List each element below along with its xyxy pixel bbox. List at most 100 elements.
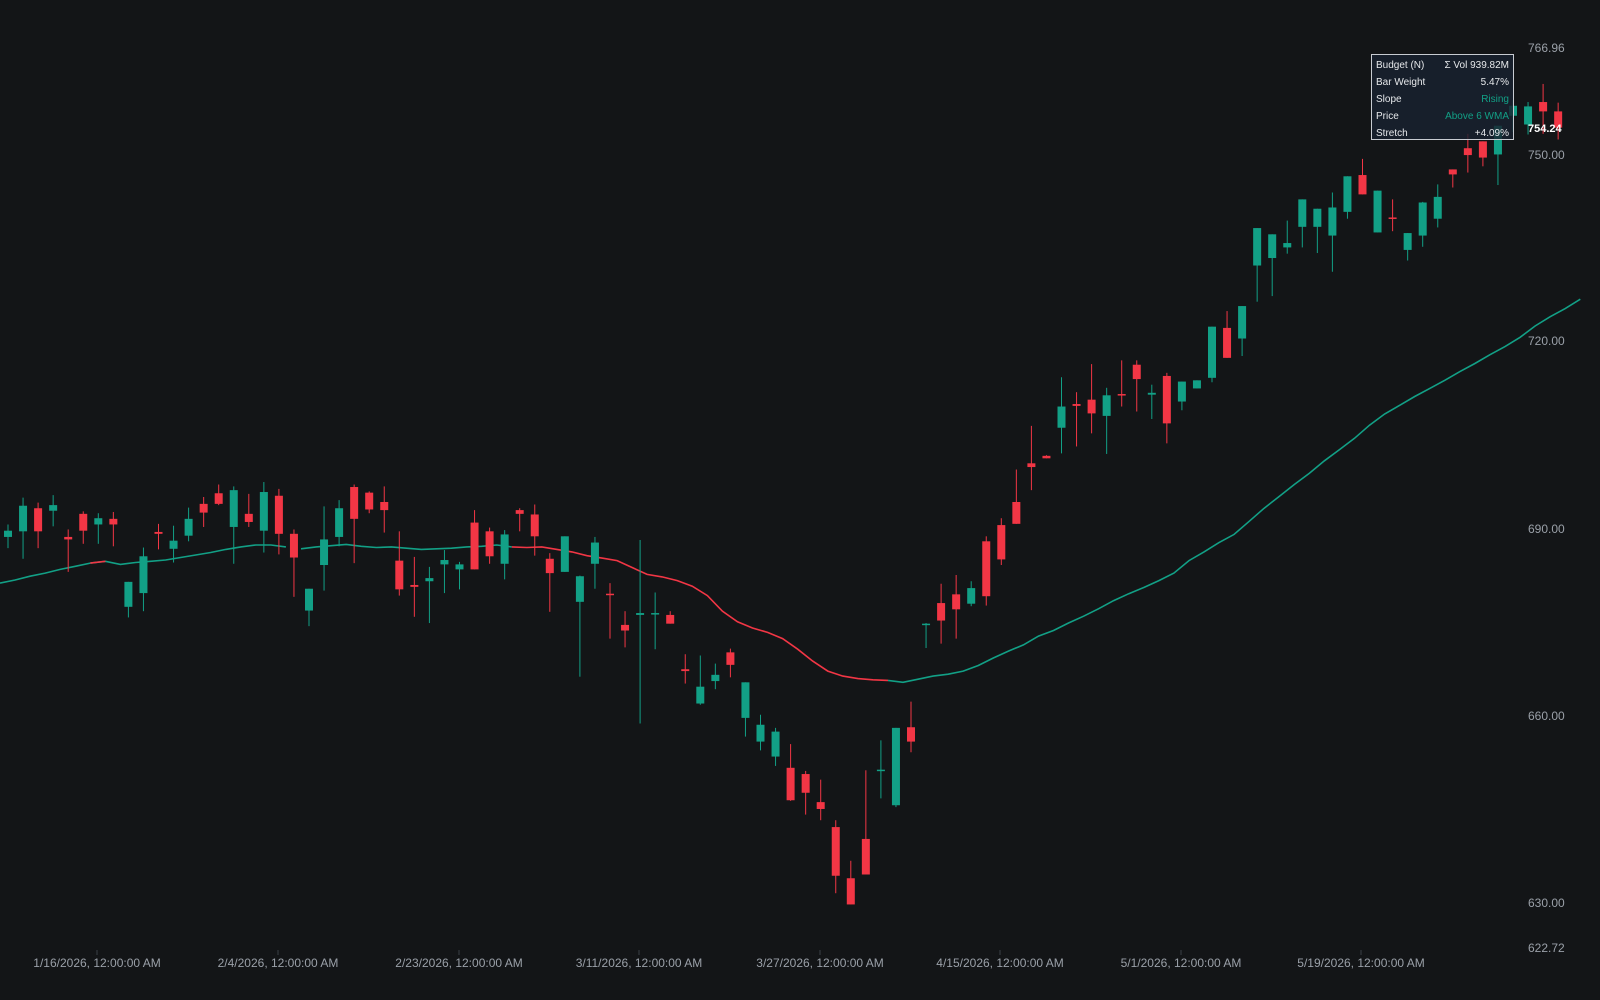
info-key: Slope [1376, 94, 1402, 105]
candle [681, 654, 690, 684]
candle-body [124, 581, 133, 607]
candle-body [1478, 141, 1487, 158]
candle [1298, 199, 1307, 248]
candle [1192, 380, 1201, 389]
candle [1388, 199, 1397, 232]
candle-body [1012, 501, 1021, 524]
candle [79, 511, 88, 544]
candle-body [320, 539, 329, 566]
candle [1524, 102, 1533, 135]
candle-body [1463, 148, 1472, 156]
ma-line-rising [90, 544, 287, 566]
candle-body [560, 536, 569, 572]
candle [1268, 234, 1277, 297]
candle-body [1493, 125, 1502, 155]
candle [666, 611, 675, 624]
candle [1132, 360, 1141, 412]
candle-body [1298, 199, 1307, 227]
candle-body [34, 508, 43, 532]
time-axis[interactable]: 1/16/2026, 12:00:00 AM 2/4/2026, 12:00:00… [33, 950, 1425, 970]
moving-average-layer [0, 298, 1581, 684]
candle-body [169, 540, 178, 549]
info-key: Stretch [1376, 128, 1408, 139]
candle [395, 531, 404, 596]
info-panel: Budget (N) Σ Vol 939.82M Bar Weight 5.47… [1371, 54, 1514, 140]
candle-body [515, 510, 524, 514]
info-value: 5.47% [1480, 77, 1509, 88]
candle [1373, 190, 1382, 233]
candle-body [1117, 394, 1126, 396]
candle-body [289, 533, 298, 558]
candle-body [1554, 111, 1563, 128]
candle [350, 484, 359, 564]
candle-body [440, 560, 449, 565]
candle [1478, 141, 1487, 167]
candle-body [4, 530, 12, 537]
candle-body [1208, 326, 1216, 378]
candle-body [410, 584, 419, 587]
candle-body [922, 623, 931, 626]
candle [1418, 201, 1427, 247]
x-tick-label: 5/1/2026, 12:00:00 AM [1121, 956, 1242, 970]
candle [801, 770, 810, 815]
candle [1283, 220, 1292, 254]
candle [621, 611, 630, 648]
candle-body [184, 518, 193, 536]
candle-body [1448, 169, 1457, 175]
candle-body [94, 518, 103, 525]
candle [1102, 387, 1111, 454]
candle [786, 744, 795, 801]
candle [1313, 208, 1322, 254]
x-tick-label: 1/16/2026, 12:00:00 AM [33, 956, 160, 970]
candle [876, 740, 885, 799]
candle-body [1253, 228, 1262, 266]
y-tick-label: 750.00 [1528, 148, 1565, 162]
candle [846, 860, 855, 905]
candle-body [485, 531, 494, 557]
x-tick-label: 3/27/2026, 12:00:00 AM [756, 956, 883, 970]
candle [154, 523, 163, 550]
candle [590, 536, 599, 589]
candle [64, 529, 73, 572]
candle [305, 588, 313, 627]
candle [259, 482, 268, 553]
candle [937, 583, 946, 644]
candle-body [861, 838, 870, 875]
candle [229, 486, 238, 564]
candle [94, 513, 103, 544]
candle-body [1358, 175, 1367, 195]
candle-body [335, 508, 344, 537]
ma-line-rising [887, 298, 1581, 684]
y-tick-label: 630.00 [1528, 896, 1565, 910]
candle-body [1373, 190, 1382, 233]
x-tick-label: 2/4/2026, 12:00:00 AM [218, 956, 339, 970]
candle-body [1343, 176, 1352, 212]
info-key: Price [1376, 111, 1399, 122]
candle-body [259, 492, 268, 531]
candle [1343, 176, 1352, 219]
candle-body [816, 802, 825, 809]
candle-body [1132, 364, 1141, 380]
candle-body [1388, 217, 1397, 219]
info-value: Above 6 WMA [1445, 111, 1509, 122]
candle [1463, 133, 1472, 173]
candle [816, 779, 825, 821]
info-row-bar-weight: Bar Weight 5.47% [1376, 74, 1509, 91]
candle [997, 518, 1006, 566]
candle [1238, 306, 1247, 356]
candle [1162, 372, 1171, 444]
candle-body [1042, 455, 1051, 459]
candle-body [139, 556, 148, 594]
candle [1554, 102, 1563, 140]
candle-body [1102, 395, 1111, 416]
candle-body [64, 536, 73, 540]
candle-body [350, 487, 359, 519]
candle-body [244, 513, 253, 522]
candle-body [1192, 380, 1201, 389]
candle [455, 561, 464, 590]
candle-body [1313, 208, 1322, 227]
price-axis[interactable]: 766.96 750.00 720.00 690.00 660.00 630.00 622.… [1528, 41, 1565, 955]
info-row-stretch: Stretch +4.09% [1376, 125, 1509, 142]
